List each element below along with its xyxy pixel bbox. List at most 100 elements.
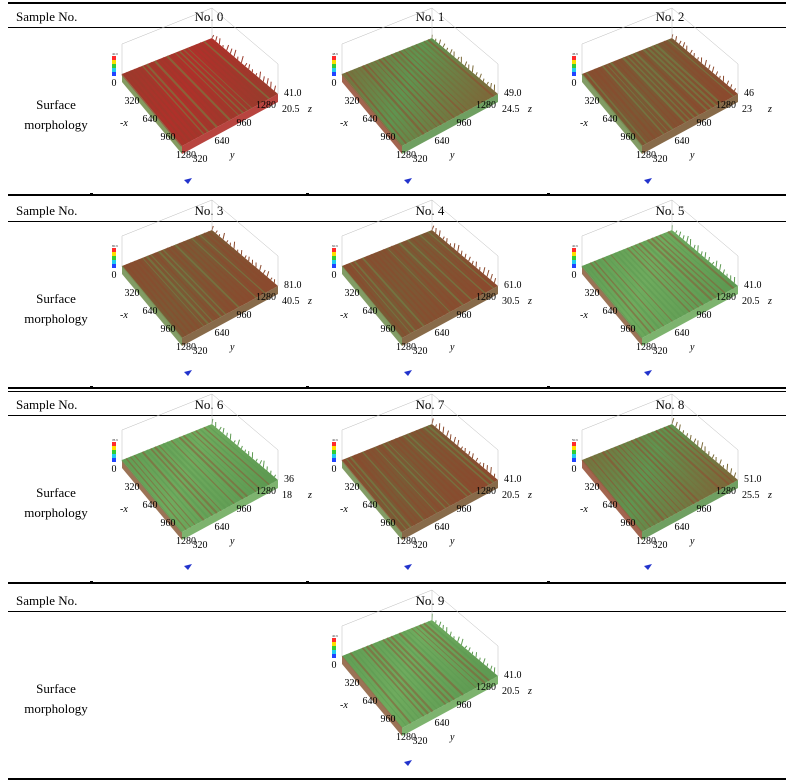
surface-spike (431, 225, 435, 231)
corner-marker (184, 178, 192, 184)
color-scale: 45.9 (572, 52, 578, 76)
surface-skirt-right (182, 480, 278, 540)
surface-spike (240, 56, 244, 64)
surface-spike (449, 49, 453, 54)
surface-streak (667, 230, 735, 290)
surface-spike (248, 64, 251, 70)
axis-box-line (431, 7, 499, 65)
color-scale: 40.0 (112, 52, 118, 76)
y-tick-label: 320 (413, 154, 428, 165)
surface-plot: 80.9 0 320 640 960 1280 -x 320 640 960 1280 y 81.0 40… (100, 199, 320, 386)
x-tick-label: 0 (112, 270, 117, 281)
surface-streak (374, 642, 438, 710)
surface-spike (486, 81, 489, 85)
surface-spike (675, 230, 678, 234)
surface-streak (194, 235, 262, 297)
surface-streak (390, 245, 456, 311)
surface-streak (207, 425, 275, 483)
section-rule-double (8, 391, 786, 392)
surface-spike (222, 427, 225, 434)
x-tick-label: 640 (603, 114, 618, 125)
surface-streak (610, 448, 674, 516)
color-scale: 48.9 (332, 52, 338, 76)
surface-streak (398, 632, 464, 696)
axis-box-line (211, 393, 279, 451)
color-scale-cell (572, 260, 576, 264)
surface-streak (361, 451, 425, 521)
surface-spike (704, 59, 707, 67)
x-tick-label: 320 (125, 288, 140, 299)
x-tick-label: 960 (381, 324, 396, 335)
surface-streak (423, 426, 490, 486)
surface-skirt-left (342, 266, 402, 346)
color-scale: 40.9 (332, 438, 338, 462)
z-axis-label: z (767, 104, 772, 115)
surface-spike (215, 36, 218, 42)
row-label: Surface morphology (8, 679, 104, 719)
surface-spike (468, 451, 471, 456)
surface-streak (150, 254, 213, 322)
surface-streak (390, 635, 456, 701)
z-mid-label: 30.5 (502, 296, 520, 307)
z-mid-label: 40.5 (282, 296, 300, 307)
surface-spike (726, 80, 730, 85)
surface-streak (174, 52, 240, 116)
y-tick-label: 640 (435, 522, 450, 533)
surface-streak (406, 47, 473, 109)
surface-streak (178, 436, 244, 500)
surface-spike (270, 277, 273, 281)
color-scale-cell (112, 68, 116, 72)
surface-top (342, 38, 498, 146)
header-rule (8, 415, 786, 416)
color-scale-max: 60.9 (332, 244, 338, 248)
surface-streak (663, 40, 730, 100)
surface-streak (357, 259, 420, 329)
color-scale-cell (572, 264, 576, 268)
surface-spike (482, 267, 486, 274)
color-scale-max: 40.0 (112, 52, 118, 56)
surface-spike (689, 434, 692, 440)
surface-streak (406, 433, 473, 495)
x-axis-label: -x (340, 700, 348, 711)
surface-streak (423, 232, 490, 292)
x-tick-label: 320 (345, 288, 360, 299)
surface-streak (655, 236, 721, 296)
surface-streak (585, 71, 648, 145)
corner-marker (644, 564, 652, 570)
surface-streak (415, 43, 482, 105)
y-tick-label: 1280 (256, 486, 276, 497)
surface-streak (398, 436, 464, 500)
color-scale-cell (572, 72, 576, 76)
surface-spike (686, 235, 689, 243)
surface-streak (203, 40, 270, 100)
surface-spike (671, 418, 675, 425)
color-scale-cell (332, 60, 336, 64)
surface-spike (493, 277, 497, 284)
sample-header: No. 4 (415, 203, 445, 218)
surface-streak (589, 70, 652, 142)
sample-header: No. 8 (655, 397, 685, 412)
sample-header: No. 0 (194, 9, 224, 24)
color-scale-cell (112, 260, 116, 264)
surface-spike (438, 230, 441, 237)
surface-spike (255, 73, 258, 76)
x-axis-label: -x (580, 504, 588, 515)
axis-box-line (341, 589, 433, 627)
x-tick-label: 1280 (176, 342, 196, 353)
y-tick-label: 1280 (476, 682, 496, 693)
x-tick-label: 1280 (176, 536, 196, 547)
surface-streak (427, 231, 495, 289)
x-tick-label: 0 (572, 78, 577, 89)
surface-streak (423, 622, 490, 682)
surface-streak (618, 250, 682, 318)
surface-plot: 48.9 0 320 640 960 1280 -x 320 640 960 1280 y 49.0 24… (320, 7, 540, 194)
surface-plot: 35.9 0 320 640 960 1280 -x 320 640 960 1280 y 36 18 z (100, 393, 320, 580)
surface-streak (638, 436, 704, 500)
color-scale-cell (332, 64, 336, 68)
color-scale-cell (112, 256, 116, 260)
x-tick-label: 320 (125, 482, 140, 493)
surface-top (582, 424, 738, 532)
surface-streak (411, 431, 477, 493)
surface-spike (711, 66, 715, 73)
sample-header: No. 9 (415, 593, 445, 608)
